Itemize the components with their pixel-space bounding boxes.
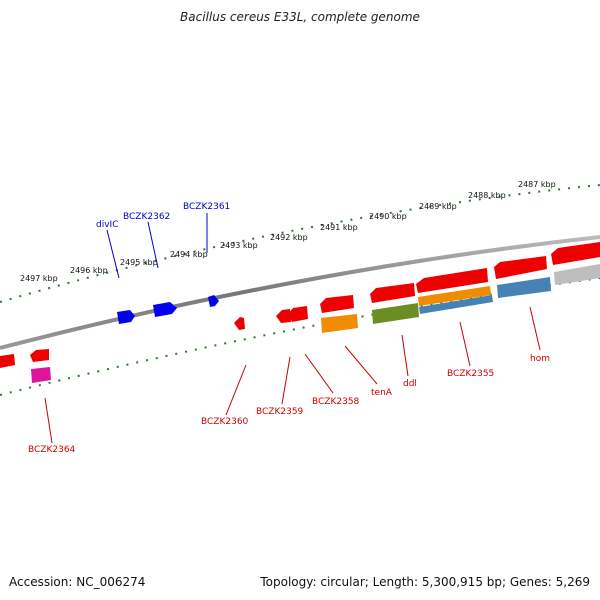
leader-BCZK2364 xyxy=(44,397,53,444)
genome-backbone xyxy=(0,235,600,350)
reverse-genes xyxy=(0,242,600,383)
gene-BCZK2360[interactable] xyxy=(234,317,245,330)
leader-divIC xyxy=(106,229,120,279)
gene-BCZK2358[interactable] xyxy=(320,295,354,313)
scale-label: 2493 kbp xyxy=(220,241,258,250)
gene-label-BCZK2362[interactable]: BCZK2362 xyxy=(123,212,170,222)
gene-ddl[interactable] xyxy=(372,303,419,324)
accession-text: Accession: NC_006274 xyxy=(9,575,146,589)
leader-BCZK2362 xyxy=(147,221,159,269)
gene-label-BCZK2364[interactable]: BCZK2364 xyxy=(28,445,76,455)
scale-label: 2497 kbp xyxy=(20,274,58,283)
leader-hom xyxy=(529,306,541,351)
scale-label: 2487 kbp xyxy=(518,180,556,189)
leader-ddl xyxy=(401,334,409,377)
gene-BCZK2361[interactable] xyxy=(208,295,219,307)
gene-label-divIC[interactable]: divIC xyxy=(96,220,118,230)
scale-label: 2488 kbp xyxy=(468,191,506,200)
gene-tenA[interactable] xyxy=(321,314,358,333)
leader-BCZK2359 xyxy=(281,356,291,405)
gene-label-BCZK2355[interactable]: BCZK2355 xyxy=(447,369,494,379)
gene-ddl-red[interactable] xyxy=(370,283,415,303)
gene-BCZK2359-b[interactable] xyxy=(288,306,308,322)
leader-tenA xyxy=(344,345,378,385)
gene-hom[interactable] xyxy=(497,277,551,298)
scale-label: 2495 kbp xyxy=(120,258,158,267)
leader-BCZK2355 xyxy=(459,321,471,367)
gene-BCZK2362[interactable] xyxy=(153,302,177,317)
map-title: Bacillus cereus E33L, complete genome xyxy=(180,10,420,24)
gene-label-hom[interactable]: hom xyxy=(530,354,550,364)
label-leaders xyxy=(44,213,541,444)
gene-right-red[interactable] xyxy=(551,242,600,265)
leader-BCZK2358 xyxy=(304,353,334,394)
gene-right-gray[interactable] xyxy=(554,264,600,285)
scale-label: 2489 kbp xyxy=(419,202,457,211)
gene-divIC[interactable] xyxy=(117,310,135,324)
scale-label: 2496 kbp xyxy=(70,266,108,275)
gene-hom-red[interactable] xyxy=(494,256,547,279)
gene-BCZK2364[interactable] xyxy=(30,349,49,362)
leader-BCZK2360 xyxy=(225,364,247,416)
gene-label-BCZK2359[interactable]: BCZK2359 xyxy=(256,407,304,417)
forward-genes xyxy=(117,295,219,324)
scale-label: 2490 kbp xyxy=(369,212,407,221)
gene-label-ddl[interactable]: ddl xyxy=(403,379,417,389)
gene-label-BCZK2358[interactable]: BCZK2358 xyxy=(312,397,360,407)
scale-labels: 2497 kbp 2496 kbp 2495 kbp 2494 kbp 2493… xyxy=(20,180,556,283)
gene-BCZK2355-orange[interactable] xyxy=(418,286,491,306)
gene-BCZK2359-a[interactable] xyxy=(276,309,291,323)
gene-label-tenA[interactable]: tenA xyxy=(371,388,393,398)
scale-label: 2491 kbp xyxy=(320,223,358,232)
genome-summary-text: Topology: circular; Length: 5,300,915 bp… xyxy=(260,575,590,589)
gene-BCZK2355-red[interactable] xyxy=(416,268,488,293)
gene-labels: divIC BCZK2362 BCZK2361 BCZK2364 BCZK236… xyxy=(28,202,550,455)
gene-label-BCZK2361[interactable]: BCZK2361 xyxy=(183,202,230,212)
scale-label: 2492 kbp xyxy=(270,233,308,242)
gene-left-partial[interactable] xyxy=(0,354,15,368)
gene-BCZK2364-alt[interactable] xyxy=(31,367,51,383)
gene-BCZK2355-blue[interactable] xyxy=(419,295,493,314)
scale-label: 2494 kbp xyxy=(170,250,208,259)
gene-label-BCZK2360[interactable]: BCZK2360 xyxy=(201,417,249,427)
